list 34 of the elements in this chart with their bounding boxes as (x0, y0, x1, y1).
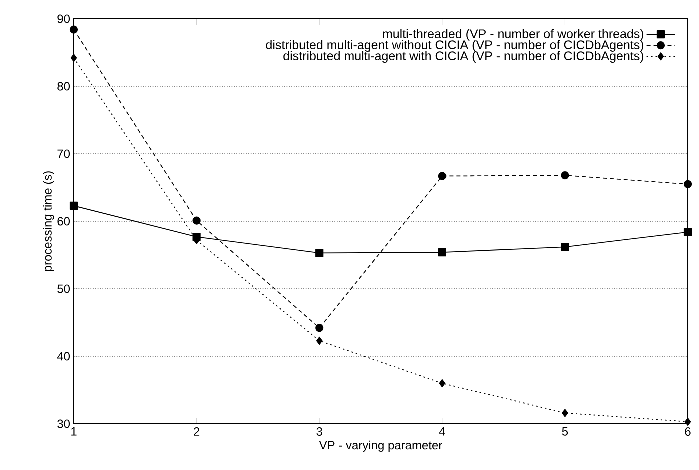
x-tick-label: 5 (562, 428, 568, 436)
point (438, 172, 446, 180)
legend-label: distributed multi-agent without CICIA (VP - number of CICDbAgents) (266, 40, 644, 52)
point (192, 216, 201, 225)
y-tick-label: 50 (58, 284, 70, 294)
point (561, 172, 570, 180)
point (684, 418, 692, 426)
y-axis-title: processing time (s) (43, 172, 54, 272)
point (684, 180, 692, 188)
legend-label: multi-threaded (VP - number of worker threads) (383, 29, 644, 41)
point (316, 324, 324, 332)
point (70, 202, 78, 210)
x-tick-label: 1 (72, 428, 77, 436)
point (438, 248, 446, 257)
x-axis-title: VP - varying parameter (319, 440, 442, 452)
y-tick-label: 90 (58, 14, 70, 24)
point (70, 26, 78, 34)
y-tick-label: 30 (58, 420, 70, 428)
point (439, 379, 446, 388)
y-tick-label: 80 (58, 82, 70, 91)
point (316, 249, 324, 258)
y-tick-label: 40 (57, 352, 70, 361)
point (70, 54, 78, 62)
y-tick-label: 60 (58, 217, 70, 226)
x-tick-label: 2 (194, 428, 200, 436)
legend-label: distributed multi-agent with CICIA (VP - number of CICDbAgents) (284, 51, 644, 63)
point (561, 243, 570, 252)
x-tick-label: 4 (439, 428, 446, 436)
x-tick-label: 6 (685, 428, 691, 436)
point (316, 336, 323, 346)
point (684, 228, 692, 236)
y-tick-label: 70 (58, 150, 70, 158)
point (562, 409, 568, 418)
x-tick-label: 3 (316, 428, 322, 436)
